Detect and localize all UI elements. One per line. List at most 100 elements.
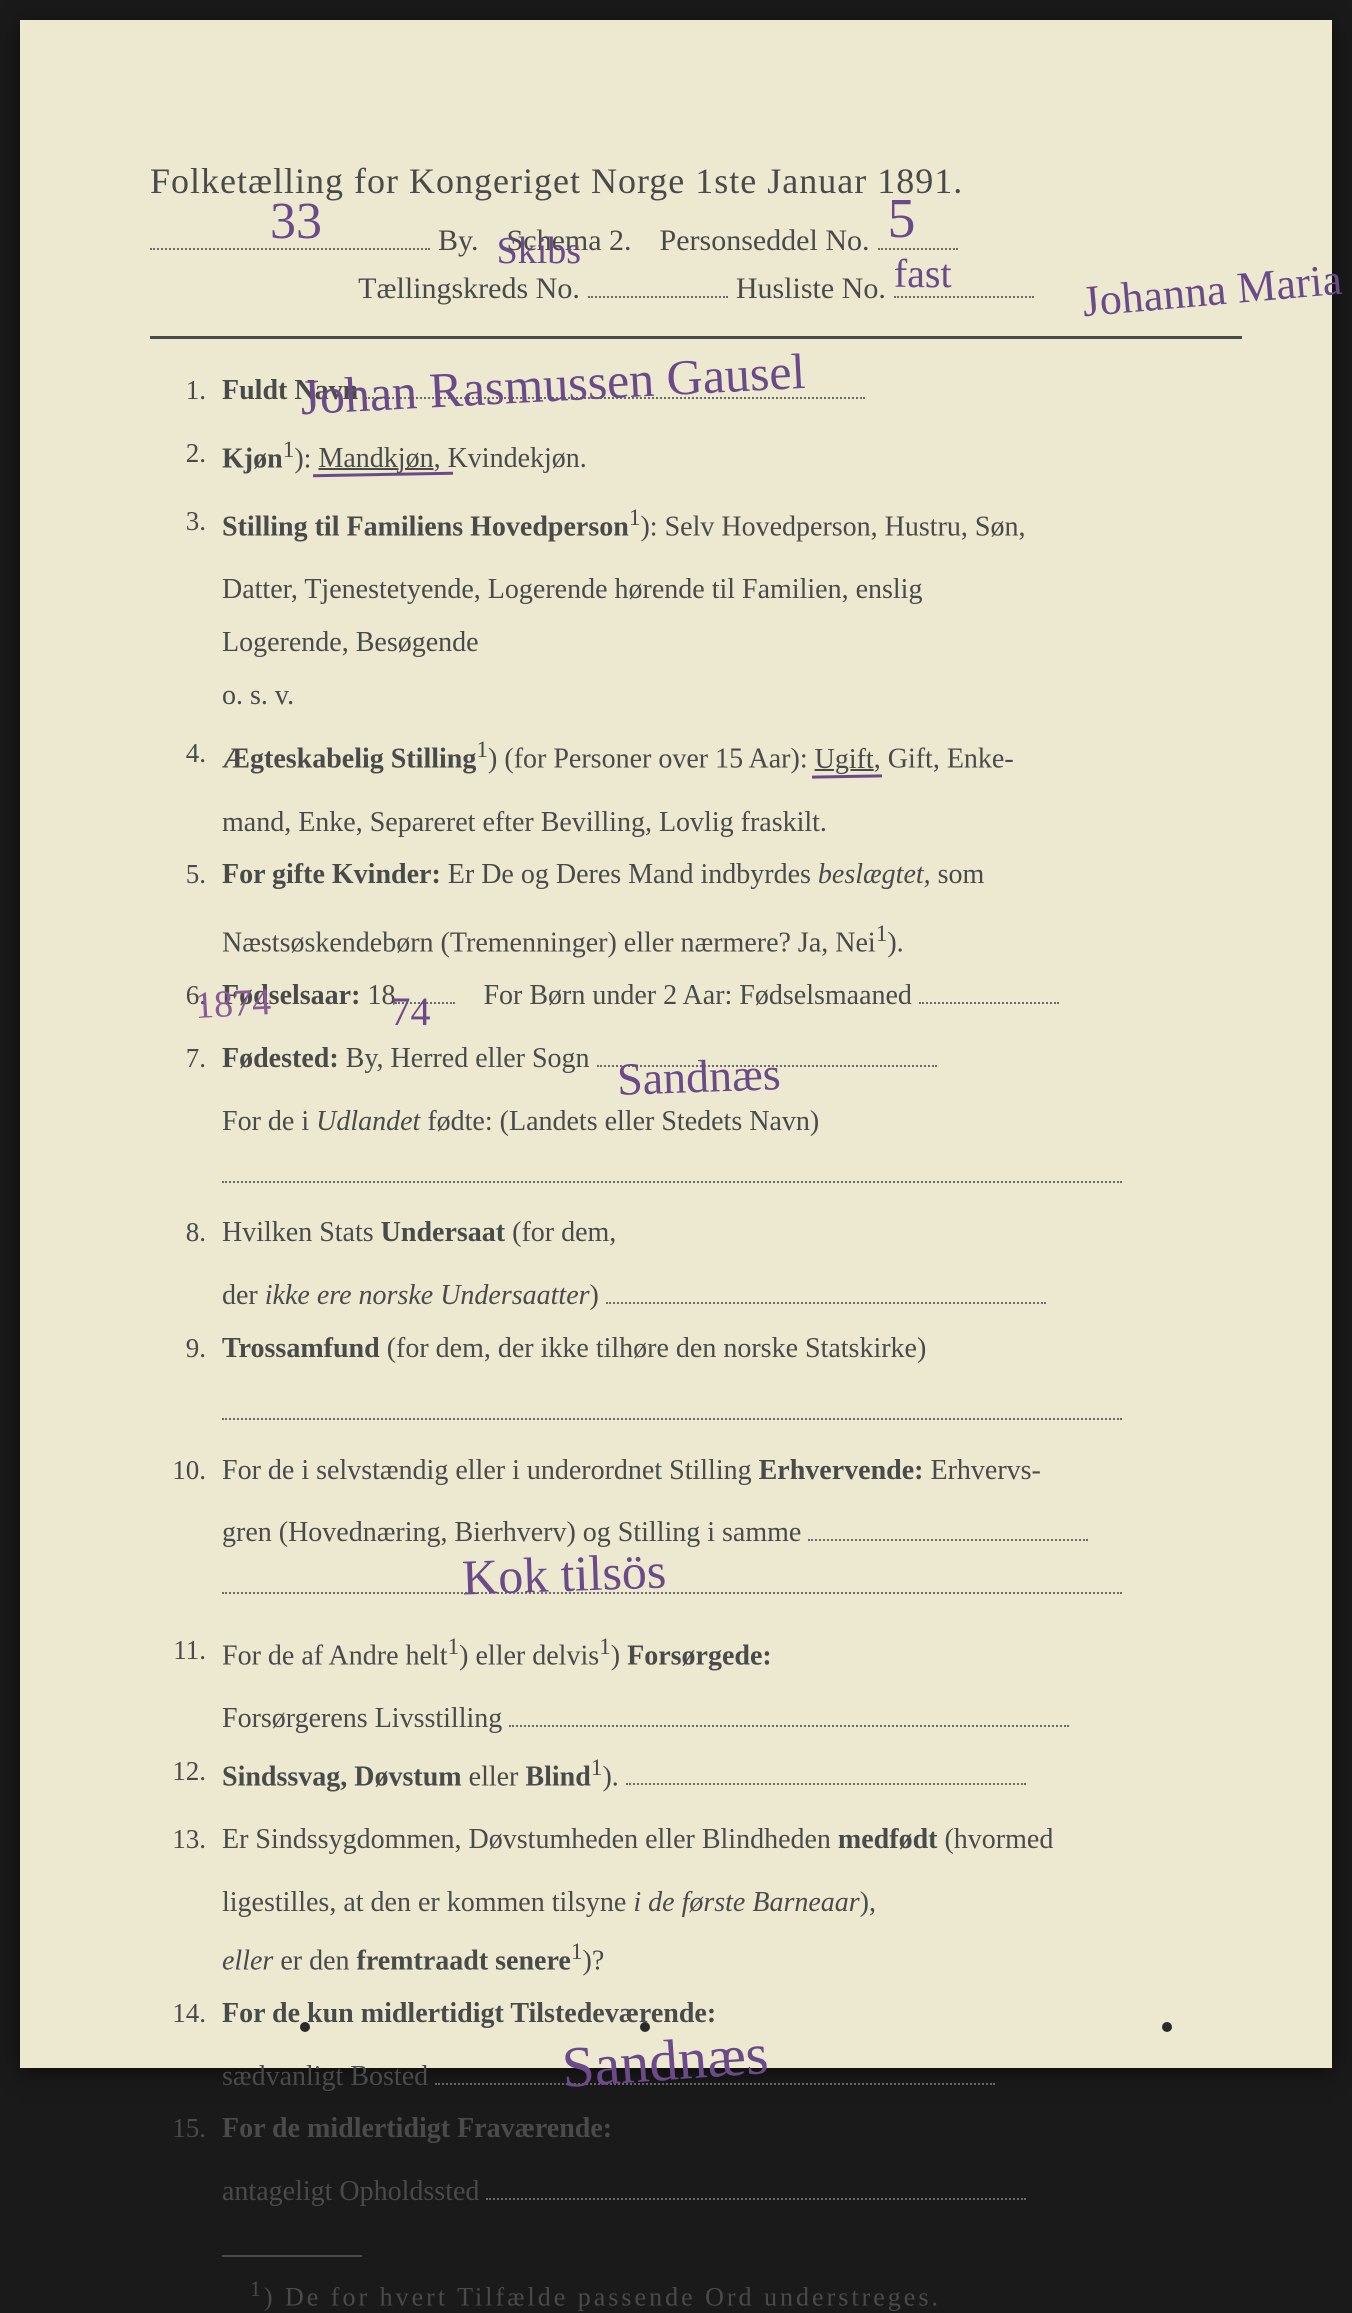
item-9-text: (for dem, der ikke tilhøre den norske St… (387, 1333, 927, 1364)
item-11-text1: For de af Andre helt (222, 1640, 448, 1671)
provider-field (509, 1725, 1069, 1727)
item-9-label: Trossamfund (222, 1333, 380, 1364)
item-13-text1: Er Sindssygdommen, Døvstumheden eller Bl… (222, 1824, 838, 1855)
name-field (365, 397, 865, 399)
item-3-num: 3. (150, 500, 222, 543)
item-1-num: 1. (150, 369, 222, 412)
item-10: 10. For de i selvstændig eller i underor… (150, 1449, 1242, 1494)
schema-label: Schema 2. (507, 224, 632, 257)
item-5-num: 5. (150, 853, 222, 896)
item-3-sup: 1 (629, 505, 641, 531)
item-3-text1: Selv Hovedperson, Hustru, Søn, (665, 511, 1026, 542)
item-15-num: 15. (150, 2107, 222, 2150)
field-prefix-blank: 33 (150, 222, 430, 250)
item-9-blank (222, 1390, 1242, 1435)
item-9: 9. Trossamfund (for dem, der ikke tilhør… (150, 1327, 1242, 1372)
item-11-cont: Forsørgerens Livsstilling (222, 1697, 1242, 1742)
census-form-page: Folketælling for Kongeriget Norge 1ste J… (20, 20, 1332, 2068)
item-11: 11. For de af Andre helt1) eller delvis1… (150, 1629, 1242, 1679)
item-4-label: Ægteskabelig Stilling (222, 744, 476, 775)
item-7-num: 7. (150, 1037, 222, 1080)
husliste-label: Husliste No. (736, 272, 886, 306)
item-13-num: 13. (150, 1818, 222, 1861)
item-5-text1: Er De og Deres Mand indbyrdes (448, 859, 818, 890)
item-10-bold1: Erhvervende: (759, 1455, 924, 1486)
item-8-text1: Hvilken Stats (222, 1217, 381, 1248)
item-4-text1: (for Personer over 15 Aar): (504, 744, 814, 775)
dot-left (300, 2022, 310, 2032)
header-row-2: 33 By. Schema 2. Skibs Personseddel No. … (150, 222, 1242, 258)
item-4-num: 4. (150, 732, 222, 775)
occupation-field-2 (222, 1592, 1122, 1594)
item-8-num: 8. (150, 1211, 222, 1254)
hw-birth-year: 74 (390, 980, 430, 1044)
item-7: 7. Fødested: By, Herred eller Sogn Sandn… (150, 1037, 1242, 1082)
dot-center (640, 2022, 650, 2032)
occupation-field-1 (808, 1539, 1088, 1541)
kreds-field (588, 270, 728, 298)
religion-field (222, 1418, 1122, 1420)
item-8-text1b: (for dem, (505, 1217, 616, 1248)
item-2-sup: 1 (283, 437, 295, 463)
item-8: 8. Hvilken Stats Undersaat (for dem, (150, 1211, 1242, 1256)
item-8-cont: der ikke ere norske Undersaatter) (222, 1274, 1242, 1319)
item-5: 5. For gifte Kvinder: Er De og Deres Man… (150, 853, 1242, 898)
item-7-blank (222, 1153, 1242, 1198)
foreign-birth-field (222, 1181, 1122, 1183)
item-13-cont1: ligestilles, at den er kommen tilsyne i … (222, 1881, 1242, 1926)
hw-full-name: Johan Rasmussen Gausel (298, 331, 807, 437)
birth-year-field: 74 (395, 1002, 455, 1004)
item-7-label: Fødested: (222, 1043, 339, 1074)
item-2-options: Mandkjøn (318, 443, 433, 474)
item-15: 15. For de midlertidigt Fraværende: (150, 2107, 1242, 2152)
item-15-cont: antageligt Opholdssted (222, 2170, 1242, 2215)
item-5-text1b: som (931, 859, 985, 890)
residence-field (435, 2083, 995, 2085)
item-10-text1: For de i selvstændig eller i underordnet… (222, 1455, 759, 1486)
item-3-cont3: o. s. v. (222, 674, 1242, 719)
item-6: 1874 6. Fødselsaar: 18 74 For Børn under… (150, 974, 1242, 1019)
form-title: Folketælling for Kongeriget Norge 1ste J… (150, 160, 1242, 202)
birthplace-field: Sandnæs (597, 1065, 937, 1067)
footnote-divider (222, 2255, 362, 2257)
hw-name-top: Johanna Maria (1080, 254, 1344, 327)
item-10-num: 10. (150, 1449, 222, 1492)
item-6-text2: For Børn under 2 Aar: Fødselsmaaned (483, 980, 912, 1011)
item-10-text1b: Erhvervs- (923, 1455, 1040, 1486)
item-11-num: 11. (150, 1629, 222, 1672)
item-14-num: 14. (150, 1992, 222, 2035)
dot-right (1162, 2022, 1172, 2032)
item-13-bold: medfødt (838, 1824, 938, 1855)
header-divider (150, 336, 1242, 339)
item-4-sup: 1 (476, 737, 488, 763)
hw-underline-ugift (812, 774, 882, 778)
item-2: 2. Kjøn1): Mandkjøn, Kvindekjøn. (150, 432, 1242, 482)
item-1: 1. Fuldt Navn Johan Rasmussen Gausel (150, 369, 1242, 414)
by-label: By. (438, 224, 479, 258)
margin-note-year: 1874 (193, 972, 272, 1037)
birth-month-field (919, 1002, 1059, 1004)
personseddel-label: Personseddel No. (660, 224, 870, 258)
item-4-ugift: Ugift (815, 744, 874, 775)
item-1-label: Fuldt Navn (222, 375, 358, 406)
item-5-cont: Næstsøskendebørn (Tremenninger) eller næ… (222, 916, 1242, 966)
item-3-cont1: Datter, Tjenestetyende, Logerende hørend… (222, 568, 1242, 613)
item-11-bold: Forsørgede: (627, 1640, 772, 1671)
disability-field (626, 1783, 1026, 1785)
item-3: 3. Stilling til Familiens Hovedperson1):… (150, 500, 1242, 550)
item-4-text1b: , Gift, Enke- (874, 744, 1014, 775)
item-14-cont: sædvanligt Bosted Sandnæs (222, 2055, 1242, 2100)
item-15-label: For de midlertidigt Fraværende: (222, 2113, 612, 2144)
item-12-label: Sindssvag, Døvstum (222, 1761, 462, 1792)
item-7-cont: For de i Udlandet fødte: (Landets eller … (222, 1100, 1242, 1145)
item-10-blank: Kok tilsös (222, 1564, 1242, 1609)
header-row-3: Tællingskreds No. Husliste No. fast Joha… (150, 270, 1242, 306)
item-4: 4. Ægteskabelig Stilling1) (for Personer… (150, 732, 1242, 782)
footnote: 1) De for hvert Tilfælde passende Ord un… (250, 2277, 1242, 2313)
item-3-cont2: Logerende, Besøgende (222, 621, 1242, 666)
item-3-label: Stilling til Familiens Hovedperson (222, 511, 629, 542)
kreds-label: Tællingskreds No. (358, 272, 580, 306)
item-6-text1: 18 (367, 980, 395, 1011)
item-10-cont: gren (Hovednæring, Bierhverv) og Stillin… (222, 1511, 1242, 1556)
item-4-cont: mand, Enke, Separeret efter Bevilling, L… (222, 801, 1242, 846)
